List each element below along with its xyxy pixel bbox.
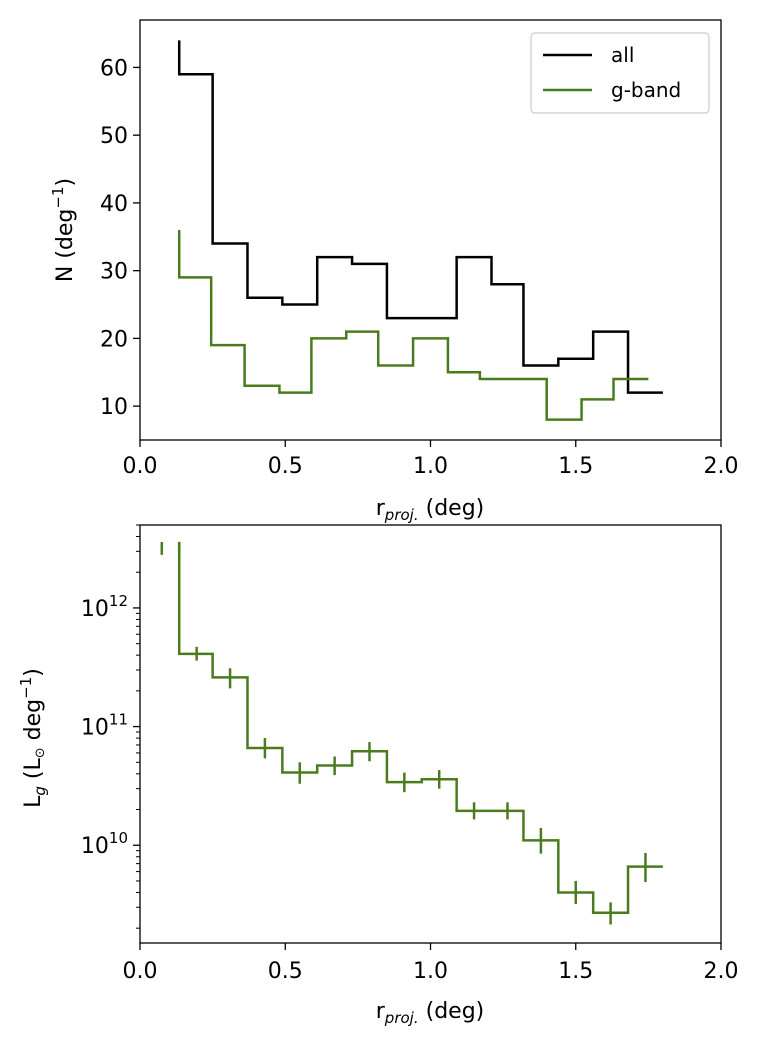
top-y-tick-label: 30 xyxy=(100,260,128,285)
top-x-axis-label: rproj. (deg) xyxy=(376,496,485,524)
bottom-x-tick-label: 1.0 xyxy=(413,959,448,984)
top-x-tick-label: 1.5 xyxy=(558,454,593,479)
legend-label-gband: g-band xyxy=(611,78,681,102)
top-y-tick-label: 50 xyxy=(100,124,128,149)
top-x-tick-label: 2.0 xyxy=(704,454,739,479)
bottom-y-ticks: 1010 1011 1012 xyxy=(81,524,140,929)
bottom-x-tick-label: 1.5 xyxy=(558,959,593,984)
top-y-tick-label: 20 xyxy=(100,327,128,352)
top-y-tick-label: 60 xyxy=(100,56,128,81)
bottom-panel: 0.0 0.5 1.0 1.5 2.0 1010 1011 1012 rproj. (deg… xyxy=(17,524,739,1027)
top-panel: 0.0 0.5 1.0 1.5 2.0 10 20 30 40 50 60 rproj. (deg… xyxy=(49,19,739,524)
bottom-y-tick-label: 1011 xyxy=(81,711,128,741)
bottom-y-axis-label: Lg (L⊙ deg−1) xyxy=(17,668,49,808)
top-plot-area xyxy=(177,40,663,421)
series-line-all xyxy=(177,40,663,394)
bottom-y-tick-label: 1010 xyxy=(81,829,128,859)
top-y-tick-label: 40 xyxy=(100,192,128,217)
bottom-x-tick-label: 0.5 xyxy=(268,959,303,984)
series-line-luminosity xyxy=(177,541,663,914)
legend-label-all: all xyxy=(611,43,634,67)
top-x-tick-label: 1.0 xyxy=(413,454,448,479)
series-line-g-band xyxy=(177,230,649,421)
legend: all g-band xyxy=(530,32,710,114)
bottom-x-tick-label: 2.0 xyxy=(704,959,739,984)
bottom-plot-area xyxy=(160,541,663,925)
top-y-tick-label: 10 xyxy=(100,395,128,420)
top-x-tick-label: 0.5 xyxy=(268,454,303,479)
top-y-axis-label: N (deg−1) xyxy=(49,178,78,282)
bottom-x-ticks: 0.0 0.5 1.0 1.5 2.0 xyxy=(123,943,739,984)
bottom-x-tick-label: 0.0 xyxy=(123,959,158,984)
bottom-x-axis-label: rproj. (deg) xyxy=(376,999,485,1027)
legend-box xyxy=(530,32,710,114)
bottom-axes-frame xyxy=(139,524,722,944)
top-y-ticks: 10 20 30 40 50 60 xyxy=(100,56,140,420)
top-x-tick-label: 0.0 xyxy=(123,454,158,479)
top-x-ticks: 0.0 0.5 1.0 1.5 2.0 xyxy=(123,440,739,479)
bottom-y-tick-label: 1012 xyxy=(81,592,128,622)
